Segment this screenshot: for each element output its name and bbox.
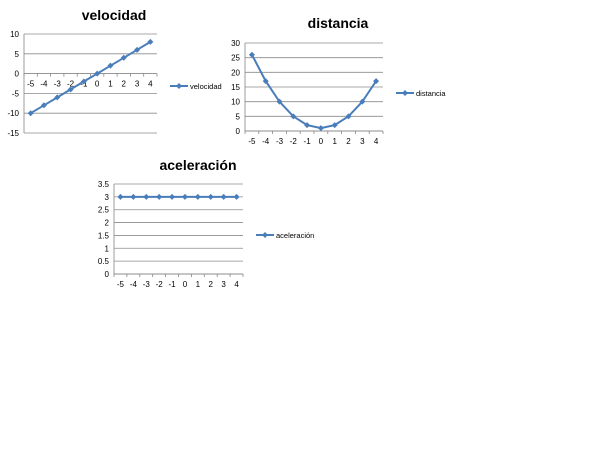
x-tick-label: 3 [135, 80, 140, 89]
y-tick-label: 2 [105, 219, 110, 228]
data-point [248, 51, 255, 58]
data-point [304, 122, 311, 129]
data-point [373, 78, 380, 85]
x-tick-label: 2 [122, 80, 127, 89]
legend-label: aceleración [276, 231, 314, 240]
legend-label: velocidad [190, 82, 222, 91]
data-point [233, 193, 240, 200]
x-tick-label: -5 [27, 80, 35, 89]
data-point [317, 125, 324, 132]
y-tick-label: 3 [105, 193, 110, 202]
y-tick-label: 0 [236, 127, 241, 136]
data-point [345, 113, 352, 120]
legend-marker [176, 83, 182, 89]
y-tick-label: 15 [231, 83, 240, 92]
x-tick-label: -3 [276, 137, 284, 146]
y-tick-label: -5 [12, 89, 20, 98]
x-tick-label: 1 [196, 280, 201, 289]
x-tick-label: 2 [209, 280, 214, 289]
legend-marker [402, 90, 408, 96]
y-tick-label: 20 [231, 68, 240, 77]
x-tick-label: 4 [148, 80, 153, 89]
x-tick-label: -5 [248, 137, 256, 146]
series-line [30, 41, 151, 115]
data-point [40, 102, 47, 109]
data-point [80, 78, 87, 85]
data-point [359, 98, 366, 105]
x-tick-label: -5 [117, 280, 125, 289]
data-point [117, 193, 124, 200]
x-tick-label: -3 [54, 80, 62, 89]
x-tick-label: -3 [143, 280, 151, 289]
x-tick-label: -1 [304, 137, 312, 146]
x-tick-label: 0 [319, 137, 324, 146]
x-tick-label: -2 [67, 80, 75, 89]
data-point [107, 62, 114, 69]
data-point [181, 193, 188, 200]
data-point [169, 193, 176, 200]
data-point [331, 122, 338, 129]
legend-label: distancia [416, 89, 446, 98]
chart-title: velocidad [82, 7, 147, 23]
y-tick-label: 5 [236, 112, 241, 121]
y-tick-label: 30 [231, 39, 240, 48]
x-tick-label: -4 [40, 80, 48, 89]
x-tick-label: 3 [221, 280, 226, 289]
y-tick-label: -10 [7, 109, 19, 118]
data-point [276, 98, 283, 105]
data-point [67, 86, 74, 93]
y-tick-label: -15 [7, 129, 19, 138]
x-tick-label: 3 [360, 137, 365, 146]
x-tick-label: -4 [130, 280, 138, 289]
data-point [94, 70, 101, 77]
data-point [147, 38, 154, 45]
data-point [143, 193, 150, 200]
x-tick-label: -1 [168, 280, 176, 289]
data-point [290, 113, 297, 120]
data-point [262, 78, 269, 85]
data-point [207, 193, 214, 200]
y-tick-label: 5 [15, 50, 20, 59]
y-tick-label: 1 [105, 244, 110, 253]
x-tick-label: 4 [234, 280, 239, 289]
series-line [251, 54, 377, 130]
x-tick-label: 1 [108, 80, 113, 89]
y-tick-label: 1.5 [98, 231, 110, 240]
x-tick-label: 0 [95, 80, 100, 89]
legend-marker [262, 232, 268, 238]
chart-0: velocidad-15-10-50510-5-4-3-2-101234velo… [7, 7, 221, 138]
x-tick-label: -2 [290, 137, 298, 146]
x-tick-label: 2 [346, 137, 351, 146]
y-tick-label: 2.5 [98, 206, 110, 215]
y-tick-label: 10 [231, 98, 240, 107]
data-point [134, 46, 141, 53]
data-point [120, 54, 127, 61]
x-tick-label: 4 [374, 137, 379, 146]
data-point [194, 193, 201, 200]
chart-title: aceleración [159, 157, 236, 173]
data-point [156, 193, 163, 200]
data-point [54, 94, 61, 101]
x-tick-label: -2 [156, 280, 164, 289]
y-tick-label: 3.5 [98, 180, 110, 189]
y-tick-label: 0 [105, 270, 110, 279]
x-tick-label: 0 [183, 280, 188, 289]
y-tick-label: 0 [15, 70, 20, 79]
y-tick-label: 25 [231, 54, 240, 63]
data-point [220, 193, 227, 200]
x-tick-label: 1 [332, 137, 337, 146]
x-tick-label: -4 [262, 137, 270, 146]
data-point [27, 110, 34, 117]
data-point [130, 193, 137, 200]
chart-title: distancia [308, 15, 369, 31]
y-tick-label: 10 [10, 30, 19, 39]
y-tick-label: 0.5 [98, 257, 110, 266]
